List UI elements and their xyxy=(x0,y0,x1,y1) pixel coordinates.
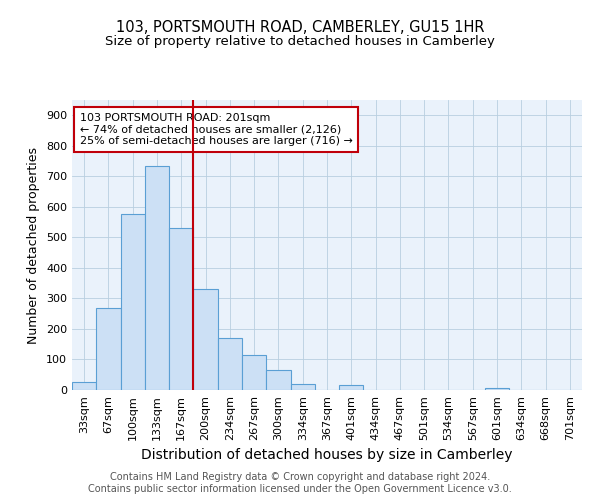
Bar xyxy=(266,370,290,390)
Y-axis label: Number of detached properties: Number of detached properties xyxy=(28,146,40,344)
Bar xyxy=(145,166,169,390)
Bar xyxy=(290,384,315,390)
Bar xyxy=(193,290,218,390)
Text: Size of property relative to detached houses in Camberley: Size of property relative to detached ho… xyxy=(105,35,495,48)
Bar xyxy=(242,355,266,390)
Text: Contains HM Land Registry data © Crown copyright and database right 2024.
Contai: Contains HM Land Registry data © Crown c… xyxy=(88,472,512,494)
Bar xyxy=(72,382,96,390)
Text: 103 PORTSMOUTH ROAD: 201sqm
← 74% of detached houses are smaller (2,126)
25% of : 103 PORTSMOUTH ROAD: 201sqm ← 74% of det… xyxy=(80,113,353,146)
Text: 103, PORTSMOUTH ROAD, CAMBERLEY, GU15 1HR: 103, PORTSMOUTH ROAD, CAMBERLEY, GU15 1H… xyxy=(116,20,484,35)
Bar xyxy=(218,338,242,390)
Bar xyxy=(169,228,193,390)
Bar xyxy=(339,384,364,390)
Bar xyxy=(96,308,121,390)
Bar xyxy=(485,388,509,390)
X-axis label: Distribution of detached houses by size in Camberley: Distribution of detached houses by size … xyxy=(141,448,513,462)
Bar xyxy=(121,214,145,390)
